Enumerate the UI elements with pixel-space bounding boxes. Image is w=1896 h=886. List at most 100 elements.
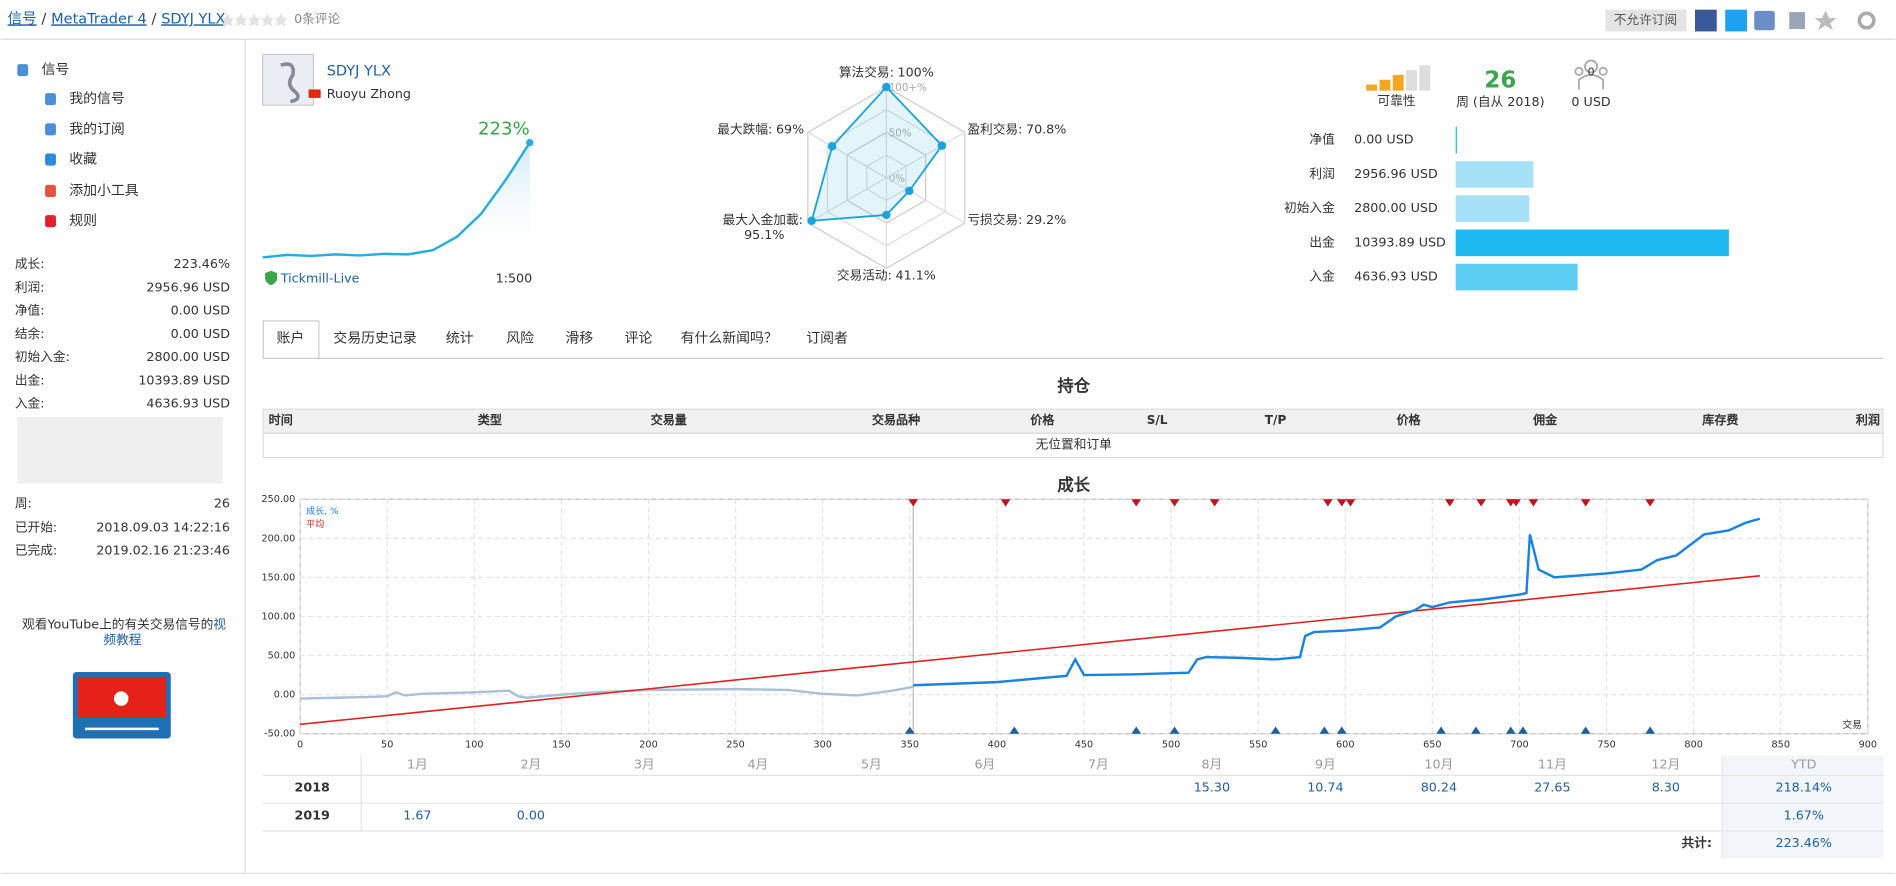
- signal-name[interactable]: SDYJ YLX: [327, 63, 391, 79]
- reliability-label: 可靠性: [1377, 93, 1415, 108]
- y-tick-label: 0.00: [274, 690, 296, 701]
- month-header: 1月: [407, 757, 428, 772]
- breadcrumb-link[interactable]: SDYJ YLX: [161, 11, 225, 27]
- rating-star: [248, 13, 261, 27]
- share-icon[interactable]: [1754, 10, 1775, 31]
- nav-icon: [45, 123, 56, 136]
- bottom-marker: [1518, 726, 1528, 734]
- column-header: 交易量: [651, 412, 687, 427]
- favorite-icon[interactable]: [1814, 10, 1837, 31]
- video-link[interactable]: 频教程: [103, 632, 141, 647]
- reliability-icon: [1366, 65, 1431, 91]
- radar-value: 41.1%: [896, 267, 936, 282]
- x-tick-label: 150: [552, 740, 570, 751]
- month-header: 9月: [1315, 757, 1336, 772]
- x-tick-label: 550: [1249, 740, 1267, 751]
- tab[interactable]: 滑移: [565, 329, 593, 346]
- radar-value: 69%: [776, 121, 804, 136]
- tab[interactable]: 统计: [446, 330, 474, 346]
- bottom-marker: [904, 726, 915, 734]
- rating-star: [234, 13, 247, 27]
- tab[interactable]: 风险: [506, 330, 534, 346]
- month-value: 0.00: [517, 807, 545, 822]
- radar-label: 交易活动: 41.1%: [837, 267, 936, 282]
- bottom-marker: [1505, 726, 1516, 734]
- stat-label: 出金:: [15, 372, 45, 387]
- stat-label: 成长:: [15, 256, 45, 271]
- tab[interactable]: 有什么新闻吗？: [681, 330, 778, 346]
- stat-value: 0.00 USD: [171, 326, 231, 341]
- bottom-marker: [1319, 726, 1330, 734]
- subscribe-button-label[interactable]: 不允许订阅: [1614, 12, 1677, 27]
- stat-label: 周:: [15, 496, 32, 511]
- x-tick-label: 800: [1684, 740, 1702, 751]
- nav-item[interactable]: 我的订阅: [69, 121, 125, 137]
- subscribe-button[interactable]: [1605, 9, 1687, 32]
- radar-axis: [886, 177, 966, 224]
- radar-category: 算法交易:: [839, 64, 894, 79]
- tab[interactable]: 账户: [277, 329, 305, 346]
- bottom-marker: [1645, 726, 1655, 734]
- x-tick-label: 850: [1772, 740, 1790, 751]
- settings-icon[interactable]: [1857, 11, 1876, 30]
- video-link[interactable]: 视: [213, 616, 226, 631]
- video-icon[interactable]: [72, 672, 171, 739]
- radar-grid: [807, 86, 966, 270]
- month-header: 2月: [520, 757, 541, 772]
- subscribers-count: 0: [1588, 66, 1595, 79]
- month-header: 3月: [634, 757, 655, 772]
- radar-area: [810, 85, 944, 222]
- broker[interactable]: Tickmill-Live: [280, 271, 360, 286]
- radar-category: 交易活动:: [837, 267, 892, 282]
- top-marker: [1345, 499, 1356, 507]
- stat-label: 结余:: [15, 326, 45, 341]
- radar-label: 算法交易: 100%: [839, 64, 934, 79]
- x-tick-label: 700: [1510, 740, 1528, 751]
- month-header: 8月: [1201, 757, 1222, 772]
- top-marker: [1476, 499, 1486, 507]
- balance-value: 10393.89 USD: [1354, 234, 1446, 249]
- top-marker: [1645, 499, 1655, 507]
- ytd-value: 218.14%: [1776, 780, 1832, 795]
- nav-item[interactable]: 收藏: [69, 152, 97, 168]
- tab[interactable]: 交易历史记录: [333, 329, 416, 346]
- column-header: 时间: [269, 412, 293, 427]
- facebook-icon[interactable]: [1694, 9, 1717, 32]
- nav-item[interactable]: 规则: [69, 213, 97, 229]
- bottom-marker: [1169, 726, 1180, 734]
- balance-value: 2956.96 USD: [1354, 166, 1438, 181]
- month-value: 10.74: [1307, 780, 1343, 795]
- breadcrumb-link[interactable]: MetaTrader 4: [51, 11, 146, 27]
- bottom-marker: [1436, 726, 1446, 734]
- y-tick-label: 200.00: [261, 533, 295, 544]
- x-tick-label: 50: [381, 740, 393, 751]
- top-marker: [1000, 499, 1011, 507]
- subscribers-icon: [1574, 59, 1608, 90]
- column-header: 库存费: [1702, 412, 1738, 427]
- stat-value: 2018.09.03 14:22:16: [96, 520, 230, 535]
- twitter-icon[interactable]: [1725, 9, 1747, 32]
- radar-label: 最大入金加載:: [723, 211, 803, 226]
- section-title: 持仓: [1057, 376, 1090, 395]
- nav-item[interactable]: 信号: [41, 62, 69, 78]
- tab[interactable]: 评论: [625, 330, 653, 346]
- nav-item[interactable]: 添加小工具: [69, 183, 139, 199]
- top-marker: [1528, 499, 1539, 507]
- y-tick-label: 150.00: [261, 572, 295, 583]
- breadcrumb-link[interactable]: 信号: [8, 10, 37, 27]
- balance-label: 利润: [1309, 166, 1334, 181]
- nav-item[interactable]: 我的信号: [69, 91, 125, 107]
- radar-axis: [807, 177, 887, 224]
- breadcrumb-separator: /: [152, 11, 157, 27]
- y-tick-label: -50.00: [264, 729, 295, 740]
- stat-label: 利润:: [15, 279, 45, 294]
- embed-icon[interactable]: [1789, 12, 1805, 30]
- growth-end: [526, 139, 534, 147]
- leverage: 1:500: [496, 271, 533, 286]
- tab[interactable]: 订阅者: [806, 330, 848, 346]
- active-tab[interactable]: [262, 320, 320, 359]
- rating-star: [261, 13, 274, 27]
- total-value: 223.46%: [1776, 835, 1832, 850]
- month-value: 1.67: [403, 807, 431, 822]
- x-axis-label: 交易: [1842, 719, 1861, 731]
